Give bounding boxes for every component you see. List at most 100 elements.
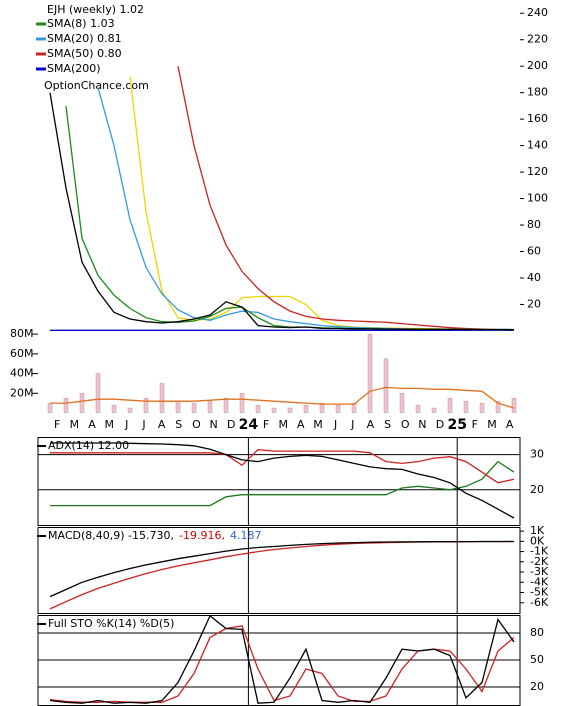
y-tick-label: 20 bbox=[530, 680, 544, 693]
x-tick-label: F bbox=[263, 418, 269, 431]
volume-bar bbox=[431, 407, 437, 413]
x-tick-label: A bbox=[88, 418, 96, 431]
volume-bar bbox=[207, 400, 213, 413]
volume-bar bbox=[511, 397, 517, 413]
y2-tick-label: 40M bbox=[10, 367, 34, 380]
x-tick-label: M bbox=[278, 418, 288, 431]
y-tick-label: 180 bbox=[527, 86, 548, 99]
x-tick-label: N bbox=[209, 418, 217, 431]
legend-label: SMA(20) 0.81 bbox=[47, 32, 122, 45]
volume-bar bbox=[479, 402, 485, 413]
volume-bar bbox=[47, 402, 53, 413]
x-tick-label: J bbox=[124, 418, 128, 431]
y2-tick-label: 60M bbox=[10, 347, 34, 360]
volume-bar bbox=[271, 407, 277, 413]
x-tick-label: J bbox=[141, 418, 145, 431]
series-line bbox=[49, 615, 515, 704]
volume-bar bbox=[351, 402, 357, 413]
volume-bar bbox=[223, 397, 229, 413]
y2-tick-label: 80M bbox=[10, 327, 34, 340]
y-tick-label: -1K bbox=[530, 545, 549, 558]
y-tick-label: 100 bbox=[527, 192, 548, 205]
volume-bar bbox=[383, 358, 389, 413]
y-tick-label: -4K bbox=[530, 575, 549, 588]
y2-tick-label: 20M bbox=[10, 386, 34, 399]
legend-label: 4.187 bbox=[230, 529, 262, 542]
legend-label: MACD(8,40,9) -15.730, bbox=[48, 529, 174, 542]
volume-bar bbox=[175, 400, 181, 413]
x-tick-label: 24 bbox=[239, 417, 259, 433]
volume-bar bbox=[159, 383, 165, 413]
series-line bbox=[49, 540, 515, 610]
volume-bar bbox=[399, 393, 405, 413]
y-tick-label: 80 bbox=[530, 626, 544, 639]
y-tick-label: 200 bbox=[527, 59, 548, 72]
volume-bar bbox=[367, 333, 373, 413]
panel-frame bbox=[37, 437, 521, 526]
volume-bar bbox=[143, 397, 149, 413]
y-tick-label: 80 bbox=[527, 218, 541, 231]
legend-label: SMA(50) 0.80 bbox=[47, 47, 122, 60]
series-line bbox=[177, 66, 515, 331]
x-tick-label: J bbox=[333, 418, 337, 431]
x-tick-label: A bbox=[158, 418, 166, 431]
plot-area bbox=[49, 615, 515, 704]
y-tick-label: 220 bbox=[527, 33, 548, 46]
chart-title: EJH (weekly) 1.02 bbox=[47, 3, 144, 16]
volume-bar bbox=[335, 404, 341, 413]
plot-area bbox=[49, 540, 515, 610]
series-line bbox=[49, 540, 514, 598]
x-tick-label: N bbox=[418, 418, 426, 431]
y-tick-label: 20 bbox=[530, 483, 544, 496]
x-tick-label: J bbox=[350, 418, 354, 431]
x-tick-label: M bbox=[70, 418, 80, 431]
series-line bbox=[50, 449, 515, 484]
volume-bar bbox=[191, 402, 197, 413]
x-tick-label: 25 bbox=[447, 417, 466, 433]
y-tick-label: 60 bbox=[527, 245, 541, 258]
y-tick-label: 1K bbox=[530, 524, 545, 537]
volume-bar bbox=[287, 407, 293, 413]
legend-label: -19.916, bbox=[179, 529, 225, 542]
x-tick-label: M bbox=[487, 418, 497, 431]
legend-label: Full STO %K(14) %D(5) bbox=[48, 617, 174, 630]
x-tick-label: M bbox=[313, 418, 323, 431]
x-tick-label: D bbox=[227, 418, 235, 431]
volume-bar bbox=[319, 402, 325, 413]
series-line bbox=[50, 386, 515, 409]
x-tick-label: F bbox=[472, 418, 478, 431]
x-tick-label: S bbox=[384, 418, 391, 431]
volume-bar bbox=[127, 407, 133, 413]
x-tick-label: A bbox=[297, 418, 305, 431]
y-tick-label: 140 bbox=[527, 139, 548, 152]
y-tick-label: 50 bbox=[530, 653, 544, 666]
y-tick-label: -5K bbox=[530, 586, 549, 599]
volume-bar bbox=[63, 397, 69, 413]
volume-bar bbox=[495, 400, 501, 413]
x-tick-label: A bbox=[367, 418, 375, 431]
series-line bbox=[97, 87, 515, 331]
legend-label: SMA(8) 1.03 bbox=[47, 17, 115, 30]
watermark: OptionChance.com bbox=[44, 79, 149, 92]
x-tick-label: S bbox=[175, 418, 182, 431]
plot-area bbox=[47, 66, 517, 413]
volume-bar bbox=[447, 397, 453, 413]
volume-bar bbox=[79, 393, 85, 413]
y-tick-label: 20 bbox=[527, 297, 541, 310]
volume-bar bbox=[239, 393, 245, 413]
y-tick-label: 40 bbox=[527, 271, 541, 284]
volume-bar bbox=[415, 404, 421, 413]
y-tick-label: -2K bbox=[530, 555, 549, 568]
legend-label: SMA(200) bbox=[47, 62, 101, 75]
x-tick-label: M bbox=[104, 418, 114, 431]
y-tick-label: 30 bbox=[530, 448, 544, 461]
y-tick-label: 160 bbox=[527, 112, 548, 125]
volume-bar bbox=[95, 373, 101, 413]
x-tick-label: O bbox=[401, 418, 410, 431]
series-line bbox=[50, 460, 515, 507]
volume-bar bbox=[463, 400, 469, 413]
y-tick-label: -6K bbox=[530, 596, 549, 609]
series-line bbox=[49, 92, 515, 331]
